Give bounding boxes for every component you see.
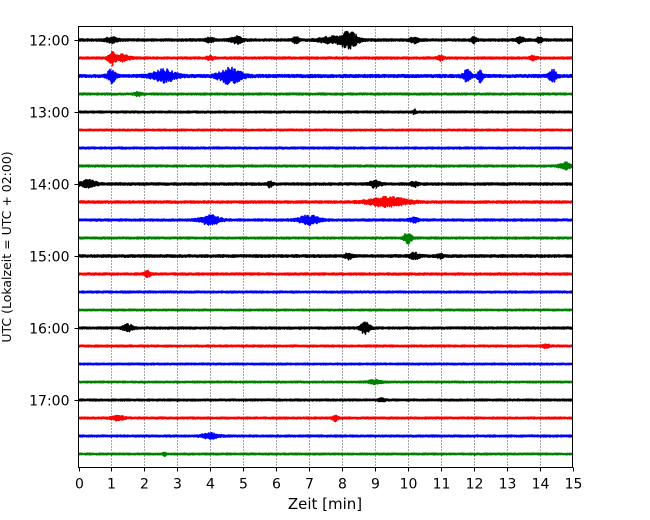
trace-1445 [77, 233, 574, 245]
x-tick-label: 3 [173, 477, 182, 493]
trace-1600 [77, 321, 574, 335]
trace-1515 [77, 269, 574, 279]
y-tick-label: 13:00 [29, 106, 69, 122]
trace-1300 [77, 108, 574, 116]
trace-1345 [77, 161, 574, 171]
y-tick-label: 12:00 [29, 34, 69, 50]
x-tick-label: 10 [400, 477, 418, 493]
plot-frame [78, 26, 573, 468]
trace-1645 [77, 378, 574, 386]
x-tick-label: 1 [107, 477, 116, 493]
y-tick-label: 15:00 [29, 250, 69, 266]
y-tick-label: 17:00 [29, 394, 69, 410]
x-tick-label: 11 [433, 477, 451, 493]
x-tick-label: 14 [532, 477, 550, 493]
x-tick-label: 4 [206, 477, 215, 493]
trace-1530 [77, 290, 574, 294]
x-axis: 0 1 2 3 4 5 6 7 8 9 10 11 12 13 14 15 [75, 467, 583, 493]
x-tick-label: 2 [140, 477, 149, 493]
x-tick-label: 8 [338, 477, 347, 493]
trace-1415 [77, 195, 574, 208]
trace-1730 [77, 432, 574, 440]
trace-1245 [77, 90, 574, 98]
y-axis: 12:00 13:00 14:00 15:00 16:00 17:00 [29, 34, 79, 410]
trace-1545 [77, 308, 574, 312]
x-tick-label: 15 [565, 477, 583, 493]
x-tick-label: 12 [466, 477, 484, 493]
y-tick-label: 16:00 [29, 322, 69, 338]
trace-1500 [77, 251, 574, 261]
x-tick-label: 6 [272, 477, 281, 493]
y-axis-label: UTC (Lokalzeit = UTC + 02:00) [0, 151, 14, 342]
x-tick-label: 13 [499, 477, 517, 493]
trace-1400 [77, 179, 574, 189]
trace-1715 [77, 414, 574, 423]
x-tick-label: 0 [75, 477, 84, 493]
trace-1330 [77, 146, 574, 150]
trace-1430 [77, 214, 574, 227]
trace-1230 [77, 66, 574, 86]
trace-1630 [77, 362, 574, 366]
trace-group [77, 30, 574, 458]
x-tick-label: 9 [371, 477, 380, 493]
trace-1745 [77, 451, 574, 458]
x-tick-label: 7 [305, 477, 314, 493]
trace-1215 [77, 50, 574, 67]
x-axis-label: Zeit [min] [288, 495, 362, 513]
trace-1615 [77, 343, 574, 349]
x-tick-label: 5 [239, 477, 248, 493]
trace-1315 [77, 128, 574, 132]
trace-1700 [77, 397, 574, 403]
y-tick-label: 14:00 [29, 178, 69, 194]
trace-1200 [77, 30, 574, 50]
